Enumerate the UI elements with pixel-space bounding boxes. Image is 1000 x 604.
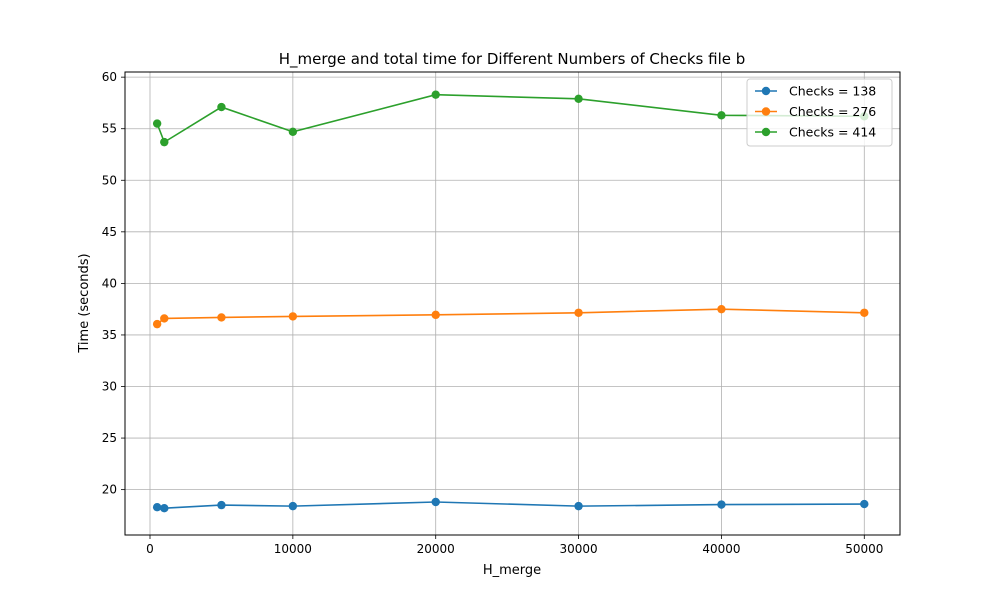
y-axis-label: Time (seconds) — [77, 253, 92, 353]
data-point — [217, 500, 226, 510]
y-tick-label: 20 — [102, 483, 117, 497]
legend-marker — [761, 107, 771, 116]
data-point — [152, 119, 162, 128]
legend-box — [746, 78, 893, 147]
y-axis-ticks: 20 25 30 35 40 45 50 55 60 — [102, 70, 125, 497]
data-point — [217, 313, 226, 322]
data-point — [217, 102, 226, 112]
y-tick-label: 30 — [102, 380, 117, 394]
y-tick-label: 60 — [102, 70, 117, 84]
data-point — [288, 501, 298, 511]
data-point — [288, 127, 298, 137]
data-point — [574, 501, 583, 511]
x-tick-label: 30000 — [559, 542, 597, 556]
x-tick-label: 20000 — [417, 542, 455, 556]
x-tick-label: 40000 — [702, 542, 740, 556]
data-point — [717, 111, 726, 120]
series-2 — [152, 304, 869, 329]
data-point — [717, 304, 726, 314]
y-tick-label: 50 — [102, 173, 117, 187]
data-point — [860, 499, 869, 509]
series-1 — [152, 497, 869, 513]
x-axis-label: H_merge — [483, 563, 541, 578]
data-point — [431, 497, 440, 507]
plot-frame — [124, 71, 901, 536]
y-tick-label: 40 — [102, 276, 117, 290]
data-point — [160, 314, 169, 323]
series-line — [156, 308, 865, 325]
y-tick-label: 45 — [102, 225, 117, 239]
data-point — [152, 502, 162, 512]
legend-entry: Checks = 414 — [755, 125, 876, 140]
data-point — [152, 319, 162, 329]
data-point — [160, 503, 169, 513]
legend-entry: Checks = 276 — [755, 104, 876, 119]
series-line — [156, 93, 865, 144]
legend-label: Checks = 138 — [789, 84, 876, 99]
y-tick-label: 35 — [102, 328, 117, 342]
x-tick-label: 50000 — [845, 542, 883, 556]
x-tick-label: 0 — [146, 542, 154, 556]
y-tick-label: 55 — [102, 122, 117, 136]
data-point — [717, 500, 726, 509]
series-layer — [152, 90, 869, 513]
data-point — [860, 308, 869, 317]
data-point — [574, 308, 583, 317]
legend-marker — [761, 86, 771, 96]
x-tick-label: 10000 — [274, 542, 312, 556]
x-axis-ticks: 0 10000 20000 30000 40000 50000 — [146, 535, 883, 556]
series-line — [157, 501, 865, 509]
legend: Checks = 138 Checks = 276 Checks = 414 — [746, 78, 893, 147]
y-tick-label: 25 — [102, 431, 117, 445]
data-point — [431, 310, 440, 320]
data-point — [288, 312, 298, 321]
data-point — [160, 137, 169, 147]
legend-marker — [761, 127, 771, 137]
legend-label: Checks = 414 — [789, 125, 876, 140]
chart-title: H_merge and total time for Different Num… — [279, 50, 746, 69]
legend-label: Checks = 276 — [789, 104, 876, 119]
legend-entry: Checks = 138 — [755, 84, 876, 99]
data-point — [431, 90, 440, 99]
data-point — [574, 94, 583, 104]
